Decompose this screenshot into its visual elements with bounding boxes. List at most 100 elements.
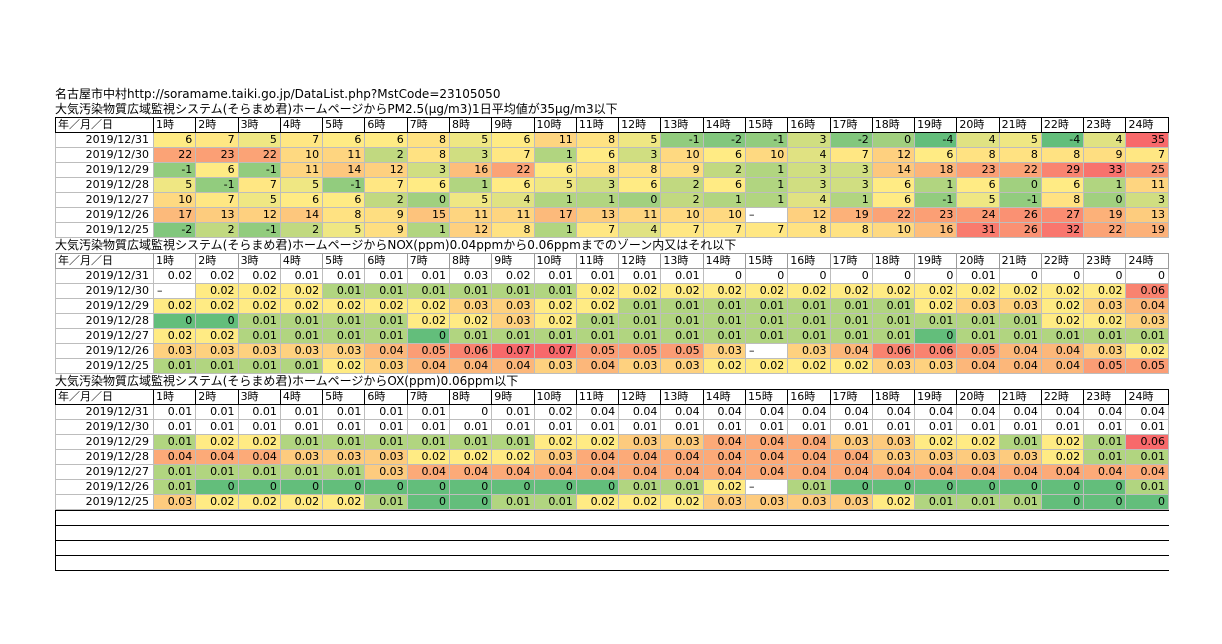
value-cell[interactable]: 0.01 [152,404,197,420]
value-cell[interactable]: 0.02 [660,494,704,510]
value-cell[interactable]: 7 [364,177,408,193]
value-cell[interactable]: 0.04 [1125,464,1169,480]
value-cell[interactable]: 1 [914,177,958,193]
value-cell[interactable]: 0.03 [1083,298,1127,314]
value-cell[interactable]: 8 [998,147,1042,163]
value-cell[interactable]: 4 [956,132,1000,148]
value-cell[interactable]: 0 [914,479,958,495]
value-cell[interactable]: 0.04 [448,358,493,374]
value-cell[interactable]: 0.02 [491,449,535,465]
value-cell[interactable]: 0.04 [152,449,197,465]
value-cell[interactable]: 12 [871,147,916,163]
value-cell[interactable]: 0.02 [702,479,746,495]
value-cell[interactable]: 0.01 [279,313,324,329]
value-cell[interactable]: 0 [956,479,1000,495]
value-cell[interactable]: 7 [829,147,873,163]
value-cell[interactable]: 4 [1083,132,1127,148]
value-cell[interactable]: 0.01 [533,328,577,344]
value-cell[interactable]: 0.01 [956,328,1000,344]
value-cell[interactable]: 0.03 [152,494,197,510]
value-cell[interactable]: 7 [1125,147,1169,163]
value-cell[interactable]: 0.03 [364,449,408,465]
value-cell[interactable]: 8 [575,132,620,148]
value-cell[interactable]: 0.03 [279,343,324,359]
value-cell[interactable]: 0.02 [998,283,1042,299]
value-cell[interactable]: 0.01 [998,328,1042,344]
value-cell[interactable]: 0 [1040,268,1085,284]
value-cell[interactable]: 0.03 [1125,313,1169,329]
value-cell[interactable]: 13 [1125,207,1169,223]
value-cell[interactable]: 3 [1125,192,1169,208]
value-cell[interactable]: 10 [279,147,324,163]
value-cell[interactable]: 0.04 [914,464,958,480]
value-cell[interactable]: 0.01 [448,283,493,299]
value-cell[interactable]: 0.01 [152,464,197,480]
value-cell[interactable]: 2 [195,222,239,238]
value-cell[interactable]: 0.04 [1125,404,1169,420]
value-cell[interactable]: 0.03 [152,343,197,359]
value-cell[interactable]: 0.04 [660,404,704,420]
value-cell[interactable]: 1 [702,192,746,208]
value-cell[interactable]: 0.01 [618,268,662,284]
value-cell[interactable]: 3 [787,177,831,193]
value-cell[interactable]: -1 [152,162,197,178]
value-cell[interactable]: 35 [1125,132,1169,148]
value-cell[interactable]: 5 [237,132,281,148]
value-cell[interactable]: 0 [575,479,620,495]
value-cell[interactable]: 26 [998,222,1042,238]
value-cell[interactable]: 0 [237,479,281,495]
value-cell[interactable]: 0 [279,479,324,495]
value-cell[interactable]: 6 [491,177,535,193]
value-cell[interactable]: 1 [744,192,789,208]
value-cell[interactable]: 3 [575,177,620,193]
value-cell[interactable]: 0.02 [871,494,916,510]
value-cell[interactable]: 0.03 [998,298,1042,314]
value-cell[interactable]: 12 [237,207,281,223]
value-cell[interactable]: 4 [787,147,831,163]
value-cell[interactable]: 0 [829,479,873,495]
value-cell[interactable]: 0 [1125,494,1169,510]
value-cell[interactable]: 0.02 [787,358,831,374]
value-cell[interactable]: 11 [618,207,662,223]
value-cell[interactable]: 8 [618,162,662,178]
value-cell[interactable]: 0.02 [237,434,281,450]
value-cell[interactable]: 0.01 [364,328,408,344]
value-cell[interactable]: 0.01 [237,328,281,344]
value-cell[interactable]: 0.01 [406,404,450,420]
value-cell[interactable]: 0.01 [364,419,408,435]
value-cell[interactable]: 8 [406,147,450,163]
value-cell[interactable]: 4 [787,192,831,208]
value-cell[interactable]: 0.03 [871,434,916,450]
value-cell[interactable]: 5 [152,177,197,193]
value-cell[interactable]: 7 [491,147,535,163]
value-cell[interactable]: 0 [448,479,493,495]
value-cell[interactable]: 24 [956,207,1000,223]
value-cell[interactable]: 0.02 [237,268,281,284]
value-cell[interactable]: 0.01 [744,419,789,435]
value-cell[interactable]: 0.04 [1083,464,1127,480]
value-cell[interactable]: 6 [152,132,197,148]
value-cell[interactable]: 0.01 [533,419,577,435]
value-cell[interactable]: 0.01 [1083,328,1127,344]
value-cell[interactable]: 1 [744,162,789,178]
value-cell[interactable]: 9 [364,222,408,238]
value-cell[interactable]: 0.01 [1083,419,1127,435]
value-cell[interactable]: 0.01 [195,464,239,480]
value-cell[interactable]: 0.02 [787,283,831,299]
missing-cell[interactable]: – [744,343,789,359]
value-cell[interactable]: 6 [914,147,958,163]
value-cell[interactable]: 0 [871,479,916,495]
value-cell[interactable]: 23 [195,147,239,163]
value-cell[interactable]: 22 [491,162,535,178]
value-cell[interactable]: 0.03 [660,434,704,450]
value-cell[interactable]: 0.04 [787,464,831,480]
value-cell[interactable]: 0.04 [829,464,873,480]
value-cell[interactable]: 0.02 [152,328,197,344]
value-cell[interactable]: 0.04 [998,358,1042,374]
value-cell[interactable]: 5 [998,132,1042,148]
value-cell[interactable]: 0.01 [195,404,239,420]
value-cell[interactable]: 3 [406,162,450,178]
value-cell[interactable]: 13 [195,207,239,223]
value-cell[interactable]: 6 [279,192,324,208]
value-cell[interactable]: 0.01 [871,328,916,344]
